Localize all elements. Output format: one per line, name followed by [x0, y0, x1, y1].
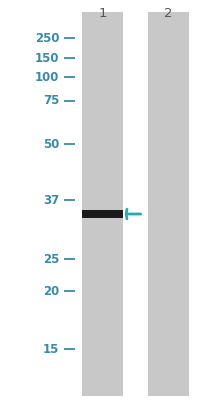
Text: 2: 2	[163, 7, 172, 20]
Text: 100: 100	[35, 71, 59, 84]
Text: 37: 37	[43, 194, 59, 206]
Text: 1: 1	[98, 7, 106, 20]
Text: 150: 150	[35, 52, 59, 64]
Text: 50: 50	[43, 138, 59, 150]
Bar	[82, 12, 122, 396]
Text: 25: 25	[43, 253, 59, 266]
Text: 15: 15	[43, 343, 59, 356]
Text: 75: 75	[43, 94, 59, 107]
Text: 250: 250	[35, 32, 59, 44]
Bar	[147, 12, 188, 396]
Text: 20: 20	[43, 285, 59, 298]
Bar	[82, 210, 122, 218]
